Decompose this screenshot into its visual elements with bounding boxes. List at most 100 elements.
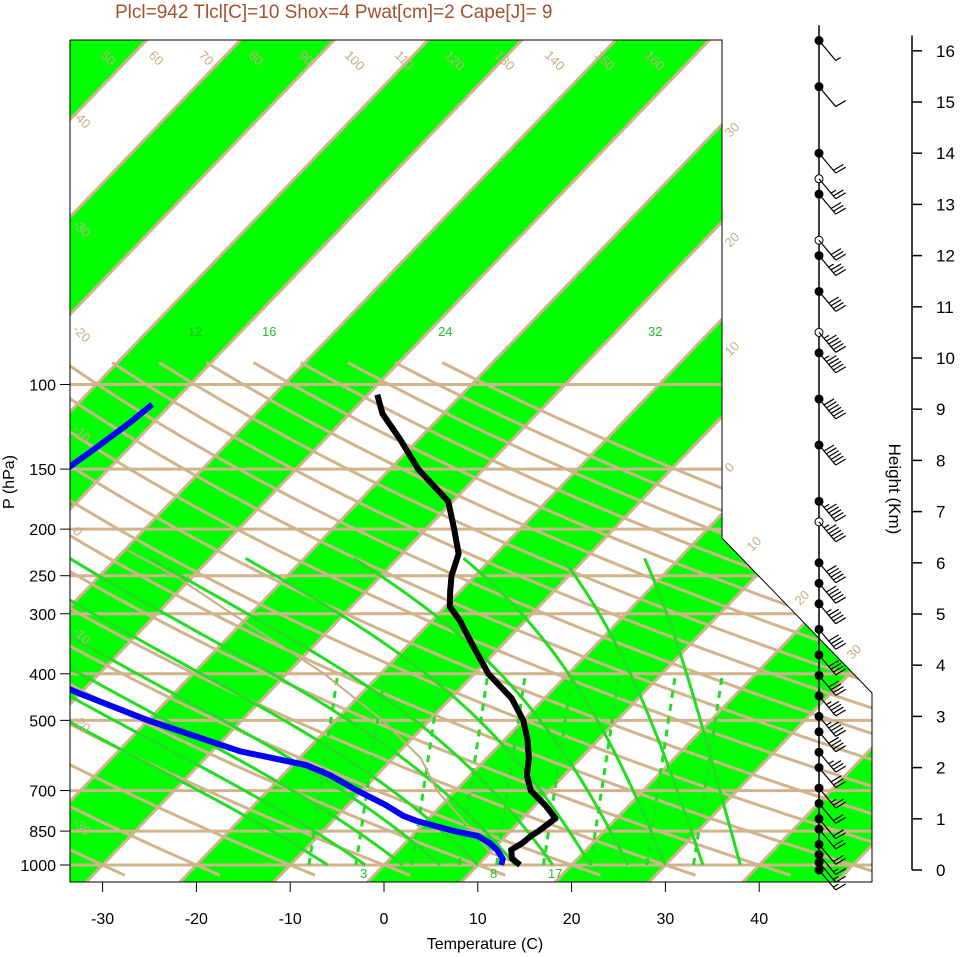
wind-barb-flag xyxy=(833,798,844,806)
wind-barb-flag xyxy=(835,688,847,696)
wind-barb xyxy=(818,500,837,522)
isotherm-line xyxy=(70,40,449,882)
wind-barb-flag xyxy=(830,509,842,517)
wind-barb-flag xyxy=(823,334,830,339)
wind-profile xyxy=(814,25,847,891)
wind-barb-flag xyxy=(833,686,844,694)
moist-adiabat-line xyxy=(462,557,667,866)
mixing-ratio-line xyxy=(410,673,443,866)
wind-barb-flag xyxy=(833,639,844,648)
temperature-tick-label: -30 xyxy=(91,911,114,928)
moist-adiabat-line xyxy=(70,557,329,867)
dry-adiabat-line xyxy=(70,361,506,877)
isotherm-label: 30 xyxy=(722,119,743,140)
moist-adiabat-line xyxy=(70,557,367,867)
wind-barb-flag xyxy=(828,337,840,345)
height-tick-label: 4 xyxy=(936,656,945,675)
mixing-ratio-line xyxy=(354,673,387,866)
dry-adiabat-label: 100 xyxy=(342,48,368,74)
wind-barb-flag xyxy=(835,617,847,625)
dry-adiabat-line xyxy=(70,361,872,877)
parcel-line xyxy=(124,548,521,866)
height-tick-label: 5 xyxy=(936,605,945,624)
wind-barb-flag xyxy=(835,366,847,374)
pressure-tick-label: 400 xyxy=(29,667,56,684)
wind-barb xyxy=(818,731,837,753)
mixing-ratio-lines xyxy=(307,673,724,866)
wind-barb-flag xyxy=(833,532,844,540)
pressure-tick-label: 150 xyxy=(29,462,56,479)
height-tick-label: 9 xyxy=(936,400,945,419)
wind-barb xyxy=(818,582,837,604)
wind-barb-flag xyxy=(830,248,842,256)
height-tick-label: 13 xyxy=(936,195,955,214)
wind-barb-flag xyxy=(833,742,844,750)
wind-barb-flag xyxy=(833,266,844,274)
pressure-tick-label: 200 xyxy=(29,522,56,539)
mixing-ratio-line xyxy=(541,673,574,866)
wind-barb-flag xyxy=(833,855,844,863)
wind-barb-flag xyxy=(830,360,842,368)
wind-barb-flag xyxy=(835,192,847,200)
wind-barb xyxy=(818,239,837,261)
wind-barb-flag xyxy=(830,201,842,210)
wind-barb-flag xyxy=(830,189,837,194)
moist-adiabat-label: 32 xyxy=(648,324,662,339)
wind-barb-flag xyxy=(835,100,847,108)
temperature-tick-label: 10 xyxy=(469,911,487,928)
wind-barb-flag xyxy=(828,357,840,365)
isotherm-label: 20 xyxy=(722,229,743,250)
wind-barb-flag xyxy=(833,614,844,622)
wind-barb xyxy=(818,787,837,809)
wind-barb-flag xyxy=(830,529,842,537)
wind-barb xyxy=(818,695,837,717)
wind-barb-flag xyxy=(833,829,844,837)
wind-barb-flag xyxy=(833,163,844,171)
mixing-ratio-line xyxy=(645,673,677,866)
wind-barb xyxy=(818,521,837,543)
height-tick-label: 10 xyxy=(936,349,955,368)
wind-barb-flag xyxy=(826,524,837,532)
dry-adiabat-line xyxy=(111,361,872,877)
pressure-tick-label: 100 xyxy=(29,378,56,395)
wind-barb-flag xyxy=(835,816,847,824)
isotherm-label: 10 xyxy=(722,338,743,359)
wind-barb xyxy=(818,844,837,865)
dry-adiabat-line xyxy=(252,361,872,877)
wind-barb-flag xyxy=(826,447,837,455)
mixing-ratio-line xyxy=(457,673,490,866)
mixing-ratio-line xyxy=(307,673,340,866)
height-axis-label: Height (Km) xyxy=(885,444,904,535)
dry-adiabat-line xyxy=(70,361,316,877)
isotherm-line xyxy=(70,40,261,882)
wind-barb-flag xyxy=(835,345,847,353)
wind-barb-flag xyxy=(835,253,847,261)
isotherm-line xyxy=(534,40,872,882)
wind-barb-flag xyxy=(830,662,842,670)
wind-barb-flag xyxy=(830,739,842,747)
dry-adiabat-line xyxy=(70,361,792,877)
wind-barb-flag xyxy=(835,535,847,543)
wind-barb-flag xyxy=(835,842,847,850)
wind-barb-flag xyxy=(826,401,837,409)
wind-barb-flag xyxy=(835,304,847,312)
wind-barb-flag xyxy=(833,706,844,714)
wind-barb-flag xyxy=(828,403,840,412)
wind-barb-flag xyxy=(828,450,840,458)
wind-barb xyxy=(818,603,837,625)
wind-barb xyxy=(818,152,837,174)
temperature-tick-label: -20 xyxy=(185,911,208,928)
wind-barb-flag xyxy=(833,409,844,417)
mixing-ratio-line xyxy=(495,673,527,866)
height-tick-label: 11 xyxy=(936,298,954,317)
isotherm-label: 20 xyxy=(792,587,813,608)
wind-barb-flag xyxy=(833,814,844,822)
wind-barb-flag xyxy=(828,700,840,708)
dry-adiabat-line xyxy=(70,361,872,877)
wind-barb-flag xyxy=(830,683,842,691)
wind-barb-flag xyxy=(835,857,847,865)
wind-barb-flag xyxy=(835,166,847,174)
wind-barb-flag xyxy=(823,524,830,529)
temperature-tick-label: 40 xyxy=(750,911,768,928)
